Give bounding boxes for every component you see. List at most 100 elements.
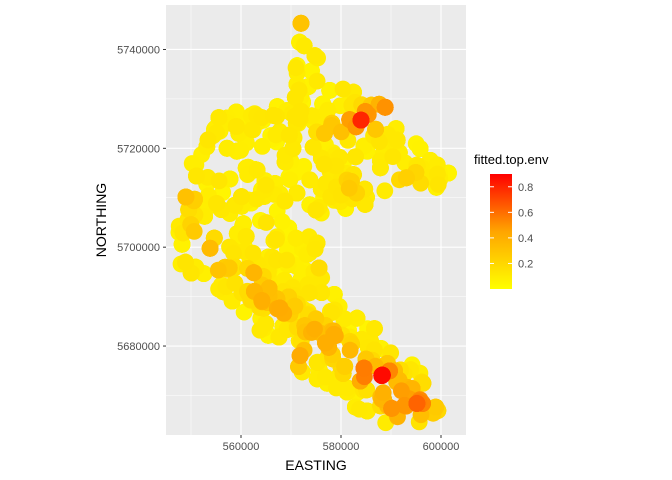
data-point xyxy=(257,176,275,194)
data-point xyxy=(276,192,294,210)
y-tick-label: 5740000 xyxy=(117,44,160,56)
data-point xyxy=(287,229,305,247)
x-tick-label: 600000 xyxy=(423,441,460,453)
data-point xyxy=(323,304,341,321)
data-point xyxy=(227,118,245,135)
legend-tick-label: 0.2 xyxy=(518,258,533,270)
color-legend: fitted.top.env 0.2 0.4 0.6 0.8 xyxy=(474,152,549,289)
legend-colorbar xyxy=(490,174,512,289)
legend-ticks: 0.2 0.4 0.6 0.8 xyxy=(490,182,533,270)
data-point xyxy=(210,109,228,126)
data-point xyxy=(340,179,358,197)
data-point xyxy=(185,223,203,240)
data-point xyxy=(321,82,339,99)
data-point xyxy=(253,292,271,309)
data-point xyxy=(327,379,345,397)
data-point xyxy=(336,358,354,375)
data-point xyxy=(271,299,289,317)
y-axis-ticks: 5680000 5700000 5720000 5740000 xyxy=(117,44,166,353)
data-point xyxy=(232,141,249,159)
data-point xyxy=(313,284,330,301)
data-points xyxy=(170,14,457,432)
data-point xyxy=(341,341,359,359)
data-point xyxy=(384,148,402,166)
data-point xyxy=(287,59,305,77)
data-point xyxy=(325,326,343,343)
data-point xyxy=(281,171,299,189)
data-point xyxy=(291,347,309,364)
data-point xyxy=(208,195,226,212)
data-point xyxy=(280,126,298,144)
legend-tick-label: 0.4 xyxy=(518,233,533,245)
data-point xyxy=(383,400,401,417)
data-point xyxy=(317,368,334,386)
data-point xyxy=(218,139,236,157)
data-point xyxy=(257,315,275,332)
legend-tick-label: 0.6 xyxy=(518,207,533,219)
data-point xyxy=(398,169,415,187)
data-point xyxy=(248,161,266,179)
data-point xyxy=(304,138,322,156)
x-axis-ticks: 560000 580000 600000 xyxy=(223,435,460,453)
data-point xyxy=(306,47,324,65)
data-point xyxy=(233,188,250,206)
data-point xyxy=(308,72,326,90)
data-point xyxy=(288,184,306,202)
data-point xyxy=(273,213,291,231)
data-point xyxy=(209,261,227,279)
data-point xyxy=(257,214,275,231)
data-point xyxy=(245,264,263,282)
data-point xyxy=(177,253,194,271)
data-point xyxy=(307,201,325,219)
data-point xyxy=(284,140,302,157)
data-point xyxy=(372,159,389,177)
data-point xyxy=(225,244,243,262)
data-point xyxy=(237,228,255,245)
data-point xyxy=(316,124,333,142)
data-point xyxy=(315,155,333,173)
x-tick-label: 580000 xyxy=(323,441,360,453)
data-point xyxy=(373,366,391,384)
data-point xyxy=(367,120,384,138)
data-point xyxy=(244,244,262,262)
data-point xyxy=(355,359,373,377)
y-tick-label: 5700000 xyxy=(117,242,160,254)
data-point xyxy=(210,172,228,190)
data-point xyxy=(429,176,447,193)
data-point xyxy=(351,400,368,418)
data-point xyxy=(301,171,319,189)
data-point xyxy=(347,148,364,166)
data-point xyxy=(248,190,265,208)
data-point xyxy=(292,14,310,32)
data-point xyxy=(260,279,278,297)
data-point xyxy=(376,98,394,116)
data-point xyxy=(300,284,318,302)
data-point xyxy=(226,274,244,292)
data-point xyxy=(393,382,410,400)
data-point xyxy=(286,107,304,125)
x-tick-label: 560000 xyxy=(223,441,260,453)
y-tick-label: 5680000 xyxy=(117,341,160,353)
legend-title: fitted.top.env xyxy=(474,152,549,167)
data-point xyxy=(356,196,374,213)
data-point xyxy=(295,37,313,55)
data-point xyxy=(267,231,285,248)
data-point xyxy=(334,80,352,98)
x-axis-title: EASTING xyxy=(285,457,346,473)
data-point xyxy=(201,239,219,257)
data-point xyxy=(286,89,304,106)
data-point xyxy=(374,384,392,402)
data-point xyxy=(366,320,383,337)
data-point xyxy=(427,398,445,416)
data-point xyxy=(376,182,394,200)
y-tick-label: 5720000 xyxy=(117,143,160,155)
data-point xyxy=(278,251,296,269)
data-point xyxy=(352,111,370,129)
data-point xyxy=(264,107,282,124)
data-point xyxy=(310,259,328,277)
data-point xyxy=(411,140,429,158)
data-point xyxy=(332,123,350,141)
data-point xyxy=(306,240,324,258)
